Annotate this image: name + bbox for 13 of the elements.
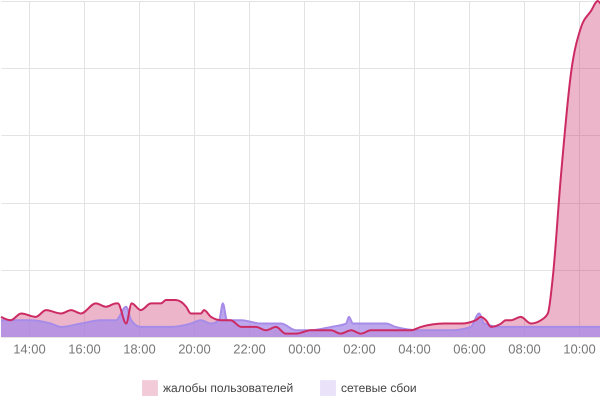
x-tick-label: 14:00: [13, 342, 46, 356]
x-tick-label: 20:00: [178, 342, 211, 356]
x-tick-label: 00:00: [288, 342, 321, 356]
x-tick-label: 18:00: [123, 342, 156, 356]
legend-label: жалобы пользователей: [163, 381, 294, 396]
legend-label: сетевые сбои: [341, 381, 417, 396]
x-tick-label: 16:00: [68, 342, 101, 356]
x-tick-label: 02:00: [343, 342, 376, 356]
x-tick-label: 06:00: [453, 342, 486, 356]
x-tick-label: 10:00: [563, 342, 596, 356]
x-tick-label: 08:00: [508, 342, 541, 356]
x-tick-label: 04:00: [398, 342, 431, 356]
x-tick-label: 22:00: [233, 342, 266, 356]
